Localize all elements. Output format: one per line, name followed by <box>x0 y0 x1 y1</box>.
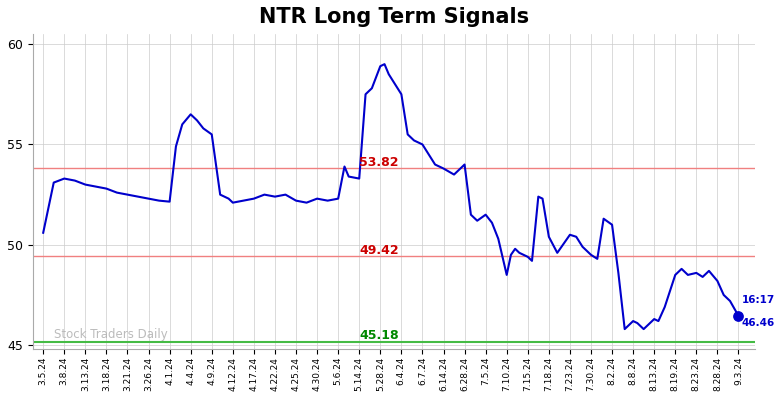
Text: 49.42: 49.42 <box>359 244 399 257</box>
Text: 46.46: 46.46 <box>742 318 775 328</box>
Text: Stock Traders Daily: Stock Traders Daily <box>54 328 168 341</box>
Title: NTR Long Term Signals: NTR Long Term Signals <box>259 7 529 27</box>
Point <box>732 313 745 319</box>
Text: 53.82: 53.82 <box>359 156 399 169</box>
Text: 45.18: 45.18 <box>359 329 399 342</box>
Text: 16:17: 16:17 <box>742 295 775 305</box>
